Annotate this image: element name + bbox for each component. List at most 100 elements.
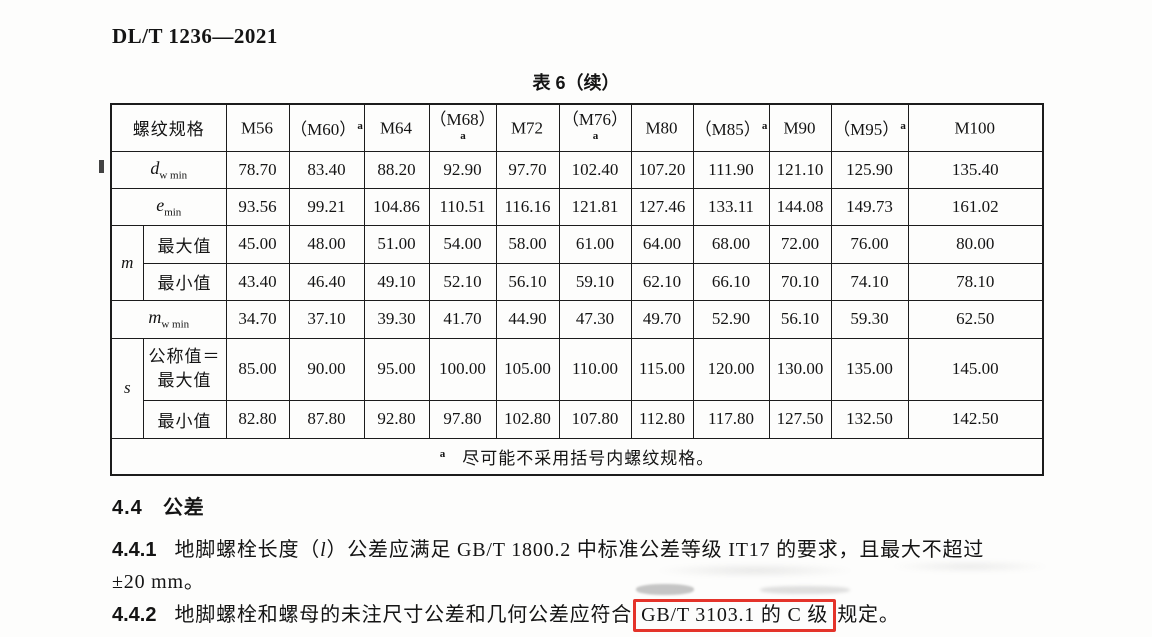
- value-cell: 41.70: [428, 299, 497, 339]
- value-cell: 92.80: [363, 399, 430, 439]
- value-cell: 59.10: [558, 262, 632, 301]
- length-variable: l: [320, 539, 327, 561]
- value-cell: 115.00: [630, 337, 694, 401]
- footnote-row: a 尽可能不采用括号内螺纹规格。: [110, 437, 1044, 476]
- row-s-nominal: s 公称值＝ 最大值 85.00 90.00 95.00 100.00 105.…: [110, 337, 1044, 439]
- table-footnote: a 尽可能不采用括号内螺纹规格。: [110, 437, 1044, 476]
- value-cell: 97.80: [428, 399, 497, 439]
- value-cell: 44.90: [495, 299, 560, 339]
- column-label: M72: [510, 118, 544, 138]
- value-cell: 78.70: [225, 150, 290, 189]
- column-label: （M85）: [694, 120, 761, 140]
- clause-4-4-2: 4.4.2 地脚螺栓和螺母的未注尺寸公差和几何公差应符合 GB/T 3103.1 的…: [112, 599, 1052, 632]
- value-cell: 61.00: [558, 224, 632, 264]
- param-label-mw-min: mw min: [110, 299, 227, 339]
- row-dw-min: dw min 78.70 83.40 88.20 92.90 97.70 102…: [110, 150, 1044, 189]
- value-cell: 120.00: [692, 337, 770, 401]
- value-cell: 102.80: [495, 399, 560, 439]
- column-header: M64: [363, 103, 430, 152]
- value-cell: 87.80: [288, 399, 365, 439]
- value-cell: 37.10: [288, 299, 365, 339]
- param-symbol: d: [150, 157, 160, 178]
- value-cell: 54.00: [428, 224, 497, 264]
- value-cell: 121.10: [768, 150, 832, 189]
- value-cell: 46.40: [288, 262, 365, 301]
- value-cell: 135.40: [907, 150, 1044, 189]
- value-cell: 72.00: [768, 224, 832, 264]
- column-header: M72: [495, 103, 560, 152]
- param-subscript: w min: [161, 318, 190, 331]
- param-subscript: w min: [159, 169, 188, 182]
- group-label-m: m: [110, 224, 144, 301]
- value-cell: 59.30: [830, 299, 909, 339]
- sub-label: 最小值: [142, 399, 227, 439]
- value-cell: 116.16: [495, 187, 560, 226]
- value-cell: 161.02: [907, 187, 1044, 226]
- footnote-ref: a: [460, 130, 466, 142]
- value-cell: 97.70: [495, 150, 560, 189]
- column-header: M80: [630, 103, 694, 152]
- footnote-ref: a: [592, 130, 599, 142]
- footnote-ref: a: [761, 119, 768, 132]
- value-cell: 47.30: [558, 299, 632, 339]
- value-cell: 83.40: [288, 150, 365, 189]
- value-cell: 121.81: [558, 187, 632, 226]
- value-cell: 48.00: [288, 224, 365, 264]
- value-cell: 110.51: [428, 187, 497, 226]
- section-heading-4-4: 4.4 公差: [112, 491, 205, 520]
- value-cell: 99.21: [288, 187, 365, 226]
- value-cell: 145.00: [907, 337, 1044, 401]
- value-cell: 132.50: [830, 399, 909, 439]
- value-cell: 45.00: [225, 224, 290, 264]
- value-cell: 62.50: [907, 299, 1044, 339]
- column-header: （M60）a: [288, 103, 365, 152]
- value-cell: 133.11: [692, 187, 770, 226]
- value-cell: 49.10: [363, 262, 430, 301]
- value-cell: 49.70: [630, 299, 694, 339]
- column-header: （M95）a: [830, 103, 909, 152]
- footnote-marker: a: [439, 448, 447, 461]
- param-label-e-min: emin: [110, 187, 227, 226]
- red-highlight-box: GB/T 3103.1 的 C 级: [633, 599, 837, 632]
- value-cell: 39.30: [363, 299, 430, 339]
- row-m-max: m 最大值 45.00 48.00 51.00 54.00 58.00 61.0…: [110, 224, 1044, 301]
- value-cell: 111.90: [692, 150, 770, 189]
- value-cell: 107.80: [558, 399, 632, 439]
- column-header: （M76）a: [558, 103, 632, 152]
- footnote-ref: a: [900, 119, 906, 132]
- doc-code: DL/T 1236—2021: [112, 24, 278, 48]
- column-header: M100: [907, 103, 1044, 152]
- value-cell: 104.86: [363, 187, 430, 226]
- param-symbol: m: [148, 307, 162, 328]
- value-cell: 88.20: [363, 150, 430, 189]
- value-cell: 78.10: [907, 262, 1044, 301]
- column-label: （M68）: [429, 110, 496, 129]
- value-cell: 74.10: [830, 262, 909, 301]
- column-header: M90: [768, 103, 832, 152]
- clause-text: 地脚螺栓和螺母的未注尺寸公差和几何公差应符合: [174, 604, 633, 626]
- value-cell: 93.56: [225, 187, 290, 226]
- row-m-min: 最小值 43.40 46.40 49.10 52.10 56.10 59.10 …: [111, 262, 1044, 301]
- column-label: M90: [783, 118, 816, 138]
- value-cell: 70.10: [768, 262, 832, 301]
- section-number: 4.4: [112, 497, 143, 519]
- value-cell: 144.08: [768, 187, 832, 226]
- clause-text: ±20 mm。: [112, 571, 205, 593]
- value-cell: 92.90: [428, 150, 497, 189]
- value-cell: 107.20: [630, 150, 694, 189]
- column-label: M64: [379, 118, 413, 138]
- value-cell: 43.40: [225, 262, 290, 301]
- value-cell: 66.10: [692, 262, 770, 301]
- value-cell: 80.00: [907, 224, 1044, 264]
- value-cell: 112.80: [630, 399, 694, 439]
- value-cell: 52.90: [692, 299, 770, 339]
- row-mw-min: mw min 34.70 37.10 39.30 41.70 44.90 47.…: [110, 299, 1044, 339]
- clause-number: 4.4.2: [112, 604, 157, 626]
- value-cell: 58.00: [495, 224, 560, 264]
- clause-text: ）公差应满足 GB/T 1800.2 中标准公差等级 IT17 的要求，且最大不…: [326, 539, 985, 561]
- clause-text: 地脚螺栓长度（: [174, 539, 321, 561]
- table-header-row: 螺纹规格 M56 （M60）a M64 （M68）a M72 （M76）a M8…: [110, 103, 1044, 152]
- sub-label: 最大值: [142, 224, 227, 264]
- value-cell: 130.00: [768, 337, 832, 401]
- row-e-min: emin 93.56 99.21 104.86 110.51 116.16 12…: [110, 187, 1044, 226]
